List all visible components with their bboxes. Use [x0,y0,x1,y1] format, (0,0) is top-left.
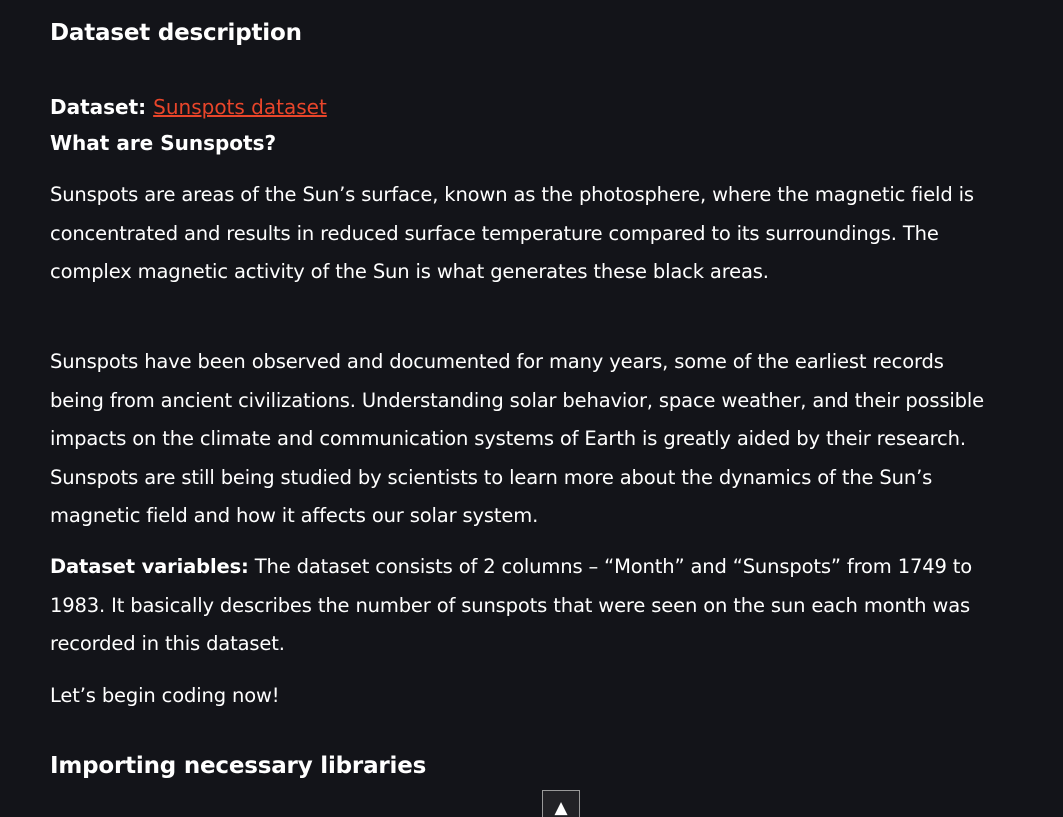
paragraph-sunspots-definition: Sunspots are areas of the Sun’s surface,… [50,183,974,283]
section-heading-importing-libraries: Importing necessary libraries [50,753,427,779]
dataset-variables-label: Dataset variables: [50,555,249,578]
paragraph-begin-coding: Let’s begin coding now! [50,684,280,707]
section-heading-dataset-description: Dataset description [50,20,302,46]
dataset-variables-text: The dataset consists of 2 columns – “Mon… [50,555,973,655]
sunspots-dataset-link[interactable]: Sunspots dataset [153,95,327,119]
scroll-to-top-button[interactable]: ▲ [542,790,580,817]
paragraph-dataset-variables: Dataset variables: The dataset consists … [50,548,990,664]
question-heading: What are Sunspots? [50,131,277,155]
triangle-up-icon: ▲ [554,798,568,817]
dataset-label: Dataset: [50,95,147,119]
dataset-line: Dataset: Sunspots dataset [50,93,327,121]
paragraph-sunspots-history: Sunspots have been observed and document… [50,350,985,527]
